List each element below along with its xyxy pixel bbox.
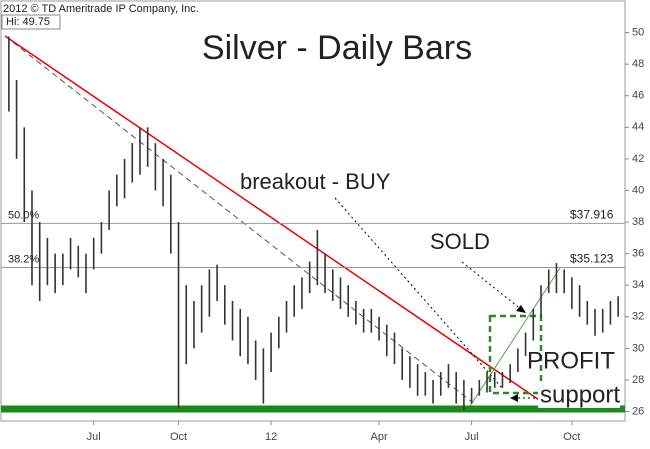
arrow-head bbox=[516, 305, 526, 313]
x-tick-label: Apr bbox=[370, 431, 387, 443]
y-tick-label: 26 bbox=[632, 405, 644, 417]
y-tick-label: 34 bbox=[632, 279, 644, 291]
hi-box bbox=[1, 14, 61, 30]
up-trend-line bbox=[469, 267, 561, 407]
x-tick-label: Jul bbox=[87, 431, 101, 443]
buy-arrow bbox=[334, 197, 503, 389]
y-tick-label: 48 bbox=[632, 58, 644, 70]
bars bbox=[1, 36, 625, 410]
x-tick-label: 12 bbox=[265, 431, 277, 443]
annotation: support bbox=[540, 381, 620, 408]
plot-frame bbox=[0, 0, 626, 422]
arrow-head bbox=[510, 394, 518, 402]
y-tick-label: 50 bbox=[632, 26, 644, 38]
y-tick-label: 38 bbox=[632, 216, 644, 228]
chart-title: Silver - Daily Bars bbox=[202, 29, 472, 67]
profit-box bbox=[488, 314, 543, 395]
copyright: 2012 © TD Ameritrade IP Company, Inc. bbox=[3, 3, 199, 15]
y-tick-label: 28 bbox=[632, 374, 644, 386]
label-bg bbox=[538, 384, 620, 408]
fib-ratio: 38.2% bbox=[8, 253, 39, 265]
fib-price: $37.916 bbox=[570, 208, 614, 222]
y-tick-label: 42 bbox=[632, 153, 644, 165]
y-tick-label: 44 bbox=[632, 121, 644, 133]
annotation: breakout - BUY bbox=[240, 169, 391, 194]
trend-line bbox=[4, 35, 549, 407]
y-tick-label: 40 bbox=[632, 184, 644, 196]
annotation: SOLD bbox=[430, 229, 490, 254]
fib-ratio: 50.0% bbox=[8, 209, 39, 221]
x-tick-label: Jul bbox=[465, 431, 479, 443]
fib-price: $35.123 bbox=[570, 252, 614, 266]
y-tick-label: 32 bbox=[632, 311, 644, 323]
high-label: Hi: 49.75 bbox=[6, 16, 50, 28]
annotation: PROFIT bbox=[527, 347, 615, 374]
y-tick-label: 30 bbox=[632, 342, 644, 354]
x-tick-label: Oct bbox=[170, 431, 187, 443]
y-tick-label: 46 bbox=[632, 90, 644, 102]
x-tick-label: Oct bbox=[563, 431, 580, 443]
y-tick-label: 36 bbox=[632, 248, 644, 260]
